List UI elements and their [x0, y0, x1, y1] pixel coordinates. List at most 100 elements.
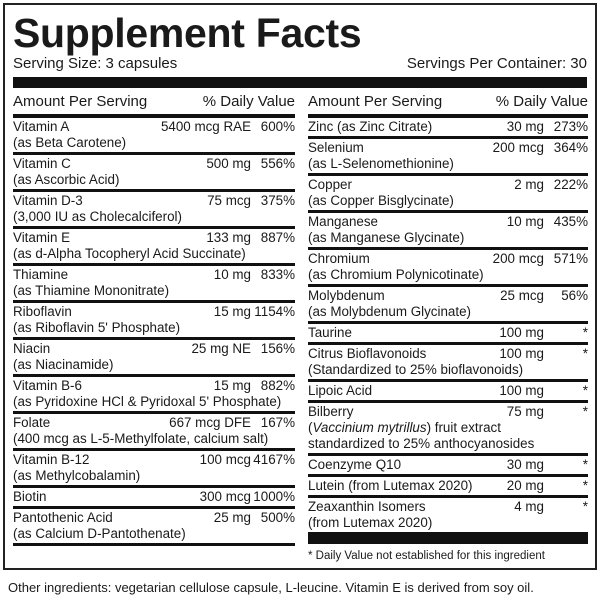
- nutrient-main-line: Vitamin E 133 mg 887%: [13, 230, 295, 246]
- nutrient-source: (as Beta Carotene): [13, 135, 127, 150]
- nutrient-source: (as Pyridoxine HCl & Pyridoxal 5' Phosph…: [13, 394, 282, 409]
- nutrient-name: Biotin: [13, 489, 47, 504]
- amount-header: Amount Per Serving: [13, 93, 148, 110]
- serving-info: Serving Size: 3 capsules Servings Per Co…: [13, 55, 587, 72]
- nutrient-daily-value: 364%: [553, 140, 588, 155]
- nutrient-main-line: Coenzyme Q10 30 mg *: [308, 457, 588, 473]
- nutrient-row: Biotin 300 mcg 1000%: [13, 488, 295, 509]
- nutrient-row: Vitamin D-3 75 mcg 375% (3,000 IU as Cholec…: [13, 192, 295, 229]
- nutrient-amount: 500 mg: [206, 156, 251, 171]
- nutrient-main-line: Folate 667 mcg DFE 167%: [13, 415, 295, 431]
- nutrient-name: Vitamin E: [13, 230, 71, 245]
- nutrient-source: (Standardized to 25% bioflavonoids): [308, 362, 524, 377]
- nutrient-daily-value: 1000%: [253, 489, 295, 504]
- nutrient-amount: 2 mg: [514, 177, 544, 192]
- nutrient-row: Riboflavin 15 mg 1154% (as Riboflavin 5' Ph…: [13, 303, 295, 340]
- nutrient-source: (as d-Alpha Tocopheryl Acid Succinate): [13, 246, 246, 261]
- nutrient-amount: 4 mg: [514, 499, 544, 514]
- nutrient-row: Bilberry 75 mg * (Vaccinium mytrillus) frui…: [308, 403, 588, 456]
- nutrient-main-line: Lipoic Acid 100 mg *: [308, 383, 588, 399]
- nutrient-row: Vitamin E 133 mg 887% (as d-Alpha Tocophery…: [13, 229, 295, 266]
- column-header: Amount Per Serving % Daily Value: [308, 93, 588, 118]
- nutrient-name: Pantothenic Acid: [13, 510, 113, 525]
- nutrient-row: Vitamin A 5400 mcg RAE 600% (as Beta Carote…: [13, 118, 295, 155]
- nutrient-row: Vitamin B-6 15 mg 882% (as Pyridoxine HCl &…: [13, 377, 295, 414]
- nutrient-name: Lipoic Acid: [308, 383, 373, 398]
- nutrient-name: Riboflavin: [13, 304, 72, 319]
- nutrient-name: Folate: [13, 415, 51, 430]
- nutrient-main-line: Chromium 200 mcg 571%: [308, 251, 588, 267]
- nutrient-amount: 667 mcg DFE: [169, 415, 251, 430]
- nutrient-amount: 100 mg: [499, 383, 544, 398]
- nutrient-main-line: Niacin 25 mg NE 156%: [13, 341, 295, 357]
- column-header: Amount Per Serving % Daily Value: [13, 93, 295, 118]
- nutrient-amount: 10 mg: [506, 214, 544, 229]
- nutrient-main-line: Vitamin D-3 75 mcg 375%: [13, 193, 295, 209]
- nutrient-main-line: Molybdenum 25 mcg 56%: [308, 288, 588, 304]
- nutrient-daily-value: 4167%: [253, 452, 295, 467]
- nutrient-source: (as Methylcobalamin): [13, 468, 141, 483]
- nutrient-source: (as Molybdenum Glycinate): [308, 304, 471, 319]
- nutrient-main-line: Selenium 200 mcg 364%: [308, 140, 588, 156]
- nutrient-main-line: Copper 2 mg 222%: [308, 177, 588, 193]
- other-ingredients: Other ingredients: vegetarian cellulose …: [8, 580, 534, 595]
- nutrient-amount: 100 mcg: [199, 452, 251, 467]
- nutrient-source: (as L-Selenomethionine): [308, 156, 454, 171]
- nutrient-main-line: Manganese 10 mg 435%: [308, 214, 588, 230]
- nutrient-source: (as Riboflavin 5' Phosphate): [13, 320, 181, 335]
- nutrient-daily-value: 600%: [260, 119, 295, 134]
- paren: (: [308, 420, 313, 435]
- nutrient-daily-value: 833%: [260, 267, 295, 282]
- servings-per-container: Servings Per Container: 30: [406, 55, 587, 72]
- nutrient-daily-value: *: [582, 404, 588, 419]
- nutrient-row: Copper 2 mg 222% (as Copper Bisglycinate): [308, 176, 588, 213]
- nutrient-daily-value: 435%: [553, 214, 588, 229]
- nutrient-name: Zeaxanthin Isomers: [308, 499, 426, 514]
- nutrient-daily-value: 887%: [260, 230, 295, 245]
- nutrient-name: Niacin: [13, 341, 51, 356]
- nutrient-main-line: Pantothenic Acid 25 mg 500%: [13, 510, 295, 526]
- nutrient-daily-value: 556%: [260, 156, 295, 171]
- nutrient-name: Vitamin A: [13, 119, 70, 134]
- nutrient-amount: 100 mg: [499, 346, 544, 361]
- nutrient-name: Copper: [308, 177, 352, 192]
- nutrient-row: Zeaxanthin Isomers 4 mg * (from Lutemax 202…: [308, 498, 588, 535]
- nutrient-source: (Vaccinium mytrillus) fruit extract: [308, 420, 588, 436]
- nutrient-daily-value: 273%: [553, 119, 588, 134]
- nutrient-amount: 75 mg: [506, 404, 544, 419]
- nutrient-main-line: Thiamine 10 mg 833%: [13, 267, 295, 283]
- nutrient-row: Vitamin C 500 mg 556% (as Ascorbic Acid): [13, 155, 295, 192]
- nutrient-list: Vitamin A 5400 mcg RAE 600% (as Beta Carote…: [13, 118, 295, 546]
- nutrient-name: Selenium: [308, 140, 364, 155]
- nutrient-name: Taurine: [308, 325, 352, 340]
- nutrient-main-line: Vitamin C 500 mg 556%: [13, 156, 295, 172]
- nutrient-main-line: Taurine 100 mg *: [308, 325, 588, 341]
- nutrient-row: Citrus Bioflavonoids 100 mg * (Standardized…: [308, 345, 588, 382]
- nutrient-main-line: Lutein (from Lutemax 2020) 20 mg *: [308, 478, 588, 494]
- nutrient-daily-value: 222%: [553, 177, 588, 192]
- nutrient-amount: 30 mg: [506, 457, 544, 472]
- nutrient-name: Lutein (from Lutemax 2020): [308, 478, 473, 493]
- nutrient-main-line: Vitamin B-6 15 mg 882%: [13, 378, 295, 394]
- nutrient-daily-value: *: [582, 325, 588, 340]
- nutrient-amount: 25 mg NE: [191, 341, 251, 356]
- nutrient-daily-value: 56%: [561, 288, 588, 303]
- nutrient-daily-value: 156%: [260, 341, 295, 356]
- thick-divider: [308, 535, 588, 544]
- nutrient-daily-value: *: [582, 478, 588, 493]
- nutrient-row: Thiamine 10 mg 833% (as Thiamine Mononitrat…: [13, 266, 295, 303]
- nutrient-row: Chromium 200 mcg 571% (as Chromium Polynico…: [308, 250, 588, 287]
- nutrient-source: (as Chromium Polynicotinate): [308, 267, 484, 282]
- nutrient-daily-value: 571%: [553, 251, 588, 266]
- nutrient-name: Chromium: [308, 251, 370, 266]
- nutrient-amount: 25 mg: [213, 510, 251, 525]
- nutrient-source: (as Thiamine Mononitrate): [13, 283, 170, 298]
- left-column: Amount Per Serving % Daily Value Vitamin…: [13, 93, 295, 546]
- nutrient-row: Selenium 200 mcg 364% (as L-Selenomethionin…: [308, 139, 588, 176]
- nutrient-row: Coenzyme Q10 30 mg *: [308, 456, 588, 477]
- footnote: * Daily Value not established for this i…: [308, 550, 545, 562]
- nutrient-amount: 10 mg: [213, 267, 251, 282]
- nutrient-amount: 15 mg: [213, 304, 251, 319]
- nutrient-row: Folate 667 mcg DFE 167% (400 mcg as L-5-Met…: [13, 414, 295, 451]
- thick-divider: [13, 77, 587, 88]
